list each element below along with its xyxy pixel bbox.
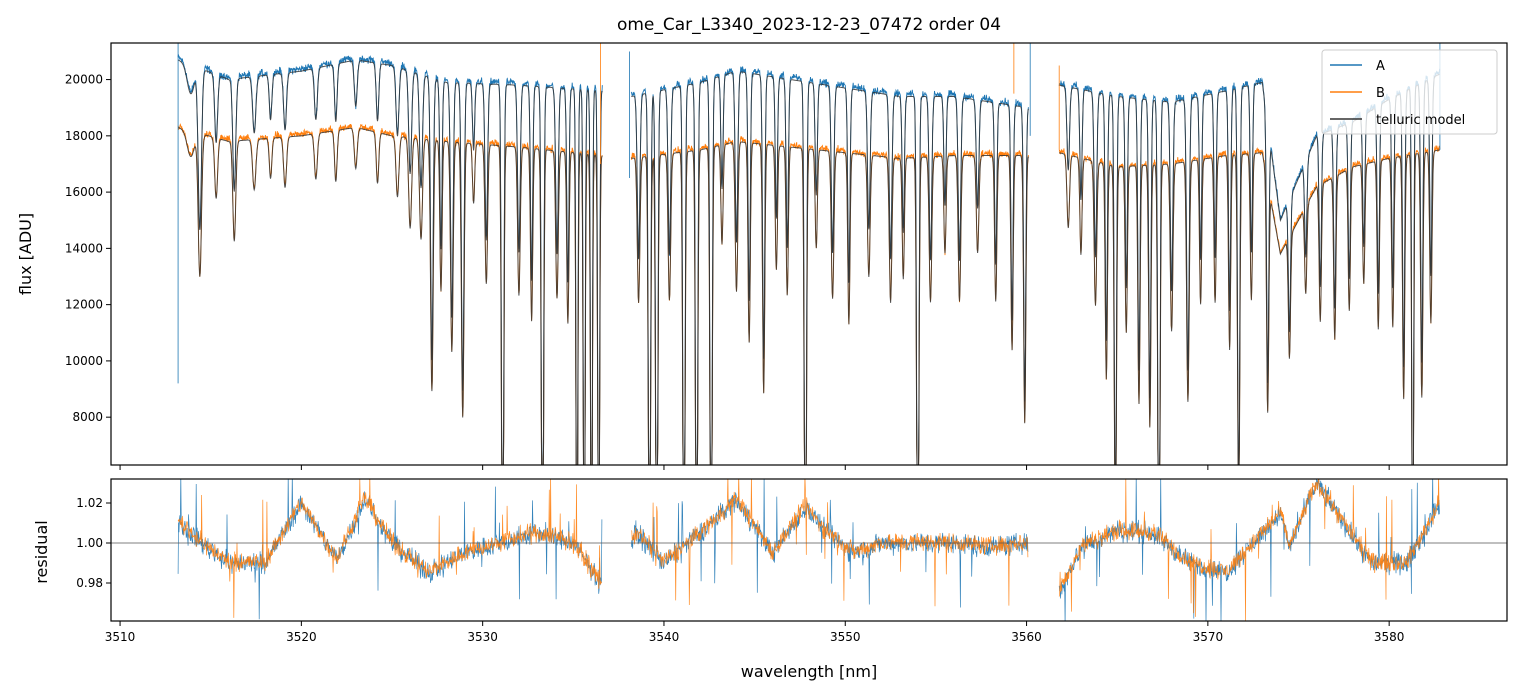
residual-y-tick-label: 1.00 <box>76 536 103 550</box>
residual-y-tick-label: 0.98 <box>76 576 103 590</box>
chart-title: ome_Car_L3340_2023-12-23_07472 order 04 <box>617 15 1001 35</box>
residual-y-axis-label: residual <box>32 520 51 583</box>
residual-y-ticks: 0.98 1.00 1.02 <box>76 496 111 590</box>
legend-label-B: B <box>1376 86 1385 101</box>
x-axis-label: wavelength [nm] <box>741 662 878 681</box>
flux-y-tick-label: 16000 <box>65 185 103 199</box>
flux-y-tick-label: 12000 <box>65 298 103 312</box>
residual-series-A <box>177 479 1440 621</box>
legend-label-A: A <box>1376 59 1385 74</box>
residual-series-B <box>177 479 1440 621</box>
flux-axes-frame <box>110 42 1508 466</box>
flux-y-axis-label: flux [ADU] <box>16 213 35 295</box>
flux-y-tick-label: 10000 <box>65 354 103 368</box>
legend-box <box>1321 49 1498 135</box>
residual-x-tick-label: 3530 <box>467 630 498 644</box>
legend: A B telluric model <box>1321 49 1498 135</box>
residual-x-tick-label: 3540 <box>649 630 680 644</box>
residual-axes-frame <box>110 478 1508 622</box>
legend-label-telluric-model: telluric model <box>1376 113 1465 128</box>
residual-x-tick-label: 3570 <box>1193 630 1224 644</box>
flux-y-tick-label: 14000 <box>65 241 103 255</box>
residual-plot-area <box>111 479 1507 621</box>
residual-x-tick-label: 3580 <box>1374 630 1405 644</box>
residual-x-tick-label: 3510 <box>105 630 136 644</box>
residual-y-tick-label: 1.02 <box>76 496 103 510</box>
flux-series-telluric-model-B <box>177 127 1441 465</box>
residual-panel: 0.98 1.00 1.02 3510 3520 3530 3540 3550 3560 357… <box>32 478 1508 681</box>
residual-x-tick-label: 3550 <box>830 630 861 644</box>
flux-y-tick-label: 18000 <box>65 129 103 143</box>
flux-y-tick-label: 8000 <box>72 410 103 424</box>
residual-x-tick-label: 3560 <box>1011 630 1042 644</box>
flux-x-ticks <box>119 465 1390 470</box>
residual-x-tick-label: 3520 <box>286 630 317 644</box>
flux-panel: 8000 10000 12000 14000 16000 18000 20000 flux … <box>16 42 1508 470</box>
flux-y-ticks: 8000 10000 12000 14000 16000 18000 20000 <box>65 73 111 424</box>
flux-plot-area <box>177 43 1441 465</box>
residual-x-ticks: 3510 3520 3530 3540 3550 3560 3570 3580 <box>105 621 1405 644</box>
flux-y-tick-label: 20000 <box>65 73 103 87</box>
